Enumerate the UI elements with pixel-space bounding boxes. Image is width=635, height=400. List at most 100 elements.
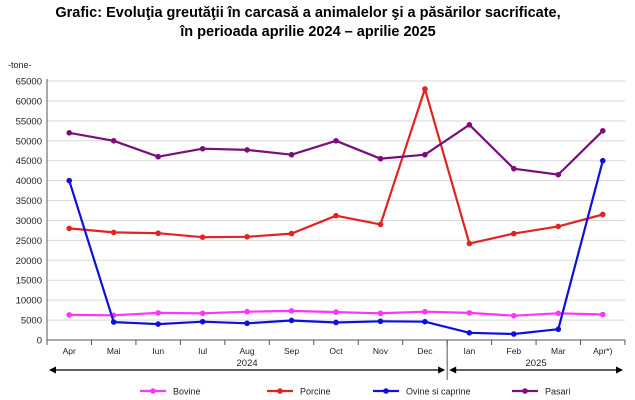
data-point xyxy=(155,153,161,160)
data-point xyxy=(199,310,206,317)
data-point xyxy=(244,147,250,153)
y-axis: 0 5000 10000 15000 20000 25000 30000 35000 40000… xyxy=(16,77,48,347)
data-point xyxy=(599,311,606,318)
data-point xyxy=(155,230,161,237)
series-line xyxy=(69,123,604,176)
x-tick-label: Nov xyxy=(373,346,389,356)
x-tick-label: Feb xyxy=(507,346,522,356)
data-point xyxy=(199,318,206,325)
chart-title-line1: Grafic: Evoluţia greutăţii în carcasă a … xyxy=(55,5,560,21)
data-point xyxy=(288,317,295,324)
data-point xyxy=(110,319,117,325)
data-point xyxy=(377,221,384,228)
y-tick-label: 15000 xyxy=(16,276,42,287)
y-tick-label: 65000 xyxy=(16,77,42,88)
legend-label: Porcine xyxy=(300,387,331,397)
data-point xyxy=(110,229,117,236)
data-point xyxy=(66,225,73,232)
data-point xyxy=(599,128,606,134)
data-point xyxy=(377,310,384,317)
y-tick-label: 5000 xyxy=(21,316,42,327)
data-point xyxy=(288,151,295,158)
series-group xyxy=(66,86,606,337)
unit-label: -tone- xyxy=(8,60,32,70)
data-point xyxy=(66,130,73,136)
x-tick-label: Aug xyxy=(240,346,255,356)
y-tick-label: 50000 xyxy=(16,136,42,147)
y-tick-label: 30000 xyxy=(16,216,42,227)
y-tick-label: 40000 xyxy=(16,176,42,187)
data-point xyxy=(466,122,473,128)
data-point xyxy=(155,310,161,316)
data-point xyxy=(511,165,517,172)
data-point xyxy=(244,233,250,240)
data-point xyxy=(333,319,339,326)
x-tick-label: Mai xyxy=(107,346,121,356)
data-point xyxy=(555,326,562,333)
data-point xyxy=(333,137,339,144)
data-point xyxy=(377,318,384,325)
y-tick-label: 25000 xyxy=(16,236,42,247)
legend-label: Bovine xyxy=(173,387,201,397)
data-point xyxy=(555,310,562,317)
gridlines xyxy=(47,80,625,341)
data-point xyxy=(555,171,562,178)
data-point xyxy=(333,212,339,219)
x-tick-label: Ian xyxy=(463,346,475,356)
legend-label: Ovine si caprine xyxy=(406,387,471,397)
data-point xyxy=(422,86,428,92)
y-tick-label: 10000 xyxy=(16,296,42,307)
data-point xyxy=(244,308,250,315)
data-point xyxy=(466,240,473,247)
legend-marker xyxy=(150,388,156,394)
data-point xyxy=(66,312,73,318)
y-tick-label: 0 xyxy=(37,336,42,347)
x-tick-label: Mar xyxy=(551,346,566,356)
year-arrowhead-right xyxy=(438,366,446,374)
data-point xyxy=(199,234,206,240)
x-tick-label: Apr xyxy=(63,346,76,356)
year-label: 2025 xyxy=(526,358,547,369)
x-tick-label: Apr*) xyxy=(593,346,613,356)
y-tick-label: 60000 xyxy=(16,96,42,107)
data-point xyxy=(333,309,339,315)
data-point xyxy=(377,155,384,162)
data-point xyxy=(422,308,428,315)
legend-marker xyxy=(522,388,528,394)
chart-title-line2: în perioada aprilie 2024 – aprilie 2025 xyxy=(179,24,436,40)
data-point xyxy=(555,223,562,230)
data-point xyxy=(244,320,250,327)
data-point xyxy=(422,318,428,325)
data-point xyxy=(288,230,295,237)
data-point xyxy=(199,145,206,152)
data-point xyxy=(599,157,606,164)
y-tick-label: 20000 xyxy=(16,256,42,267)
x-tick-label: Sep xyxy=(284,346,299,356)
y-tick-label: 35000 xyxy=(16,196,42,207)
data-point xyxy=(466,330,473,336)
data-point xyxy=(155,321,161,327)
x-tick-label: Iul xyxy=(198,346,207,356)
data-point xyxy=(288,308,295,314)
year-arrowhead-right xyxy=(616,366,623,374)
year-arrowhead-left xyxy=(449,366,457,374)
data-point xyxy=(466,310,473,316)
data-point xyxy=(110,137,117,144)
year-groups: 2024 2025 xyxy=(49,340,623,380)
data-point xyxy=(422,151,428,158)
legend: Bovine Porcine Ovine si caprine Pasari xyxy=(140,387,571,397)
data-point xyxy=(599,211,606,218)
data-point xyxy=(511,312,517,319)
legend-marker xyxy=(277,388,283,394)
x-tick-label: Iun xyxy=(152,346,164,356)
legend-label: Pasari xyxy=(545,387,571,397)
year-arrowhead-left xyxy=(49,366,56,374)
x-axis: Apr Mai Iun Iul Aug Sep Oct Nov Dec Ian Feb Mar Apr*… xyxy=(46,339,626,356)
year-label: 2024 xyxy=(237,358,258,369)
y-tick-label: 45000 xyxy=(16,156,42,167)
legend-marker xyxy=(383,388,389,394)
data-point xyxy=(511,331,517,337)
x-tick-label: Oct xyxy=(329,346,343,356)
x-tick-label: Dec xyxy=(417,346,433,356)
